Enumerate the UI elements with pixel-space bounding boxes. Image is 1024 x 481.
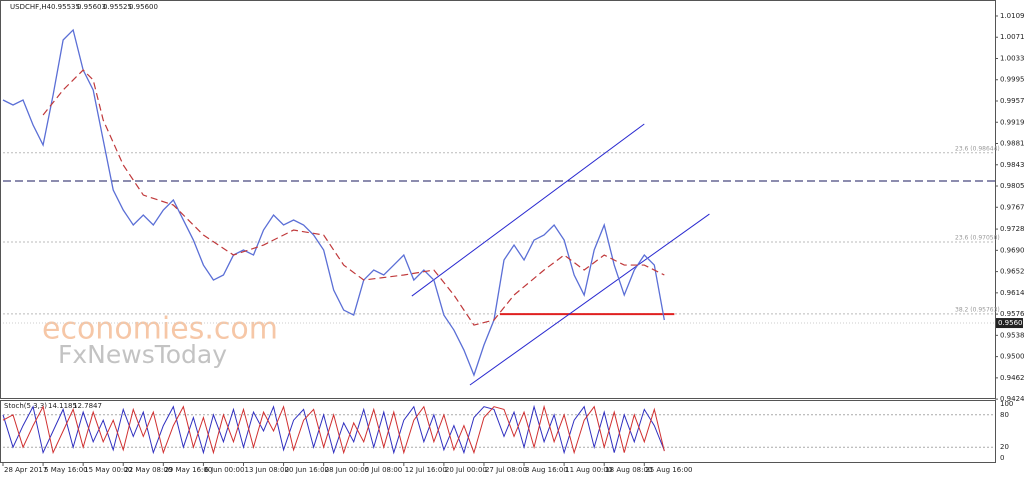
x-tick-label: 25 Aug 16:00 [645,466,692,474]
stoch-line [2,404,665,455]
trendline [411,123,645,297]
x-tick-label: 29 May 16:00 [164,466,212,474]
y-tick-label: 0.94240 [1000,395,1024,403]
x-tick-label: 28 Jun 00:00 [325,466,369,474]
x-tick-label: 18 Aug 08:00 [605,466,652,474]
x-tick-label: 28 Apr 2017 [4,466,47,474]
stoch-tick-label: 0 [1000,454,1004,462]
x-tick-label: 3 Aug 16:00 [525,466,568,474]
watermark: economies.com [42,312,278,347]
open: 0.95535 [51,3,80,11]
x-tick-label: 12 Jul 16:00 [405,466,447,474]
x-tick-label: 5 May 16:00 [44,466,88,474]
main-pane [0,0,996,399]
header: USDCHF,H4 0.95535 0.95603 0.95525 0.9560… [10,3,158,11]
stoch-tick-label: 20 [1000,443,1009,451]
price-label: 0.95600 [998,319,1024,327]
low: 0.95525 [103,3,132,11]
x-tick-label: 20 Jun 16:00 [285,466,329,474]
symbol: USDCHF,H4 [10,3,52,11]
x-tick-label: 13 Jun 08:00 [244,466,288,474]
stoch-name: Stoch(5,3,3) [4,402,47,410]
x-tick-label: 5 Jul 08:00 [365,466,403,474]
fib-label: 23.6 (0.97050) [955,234,1000,241]
stoch-signal: 12.7847 [73,402,102,410]
y-tick-label: 1.00710 [1000,33,1024,41]
stoch-tick-label: 100 [1000,400,1013,408]
stoch-tick-label: 80 [1000,411,1009,419]
fib-label: 38.2 (0.95763) [955,306,1000,313]
stoch-pane [0,400,996,463]
x-tick-label: 22 May 08:00 [124,466,172,474]
stoch-line [2,404,665,455]
watermark: FxNewsToday [58,340,227,369]
x-tick-label: 15 May 00:00 [84,466,132,474]
price-series [2,28,665,377]
x-tick-label: 11 Aug 00:00 [565,466,612,474]
fib-label: 23.6 (0.98644) [955,145,1000,152]
high: 0.95603 [77,3,106,11]
price-box [996,318,1023,329]
x-tick-label: 27 Jul 08:00 [485,466,527,474]
x-tick-label: 20 Jul 00:00 [445,466,487,474]
x-tick-label: 6 Jun 00:00 [204,466,244,474]
stoch-main: 14.1185 [48,402,77,410]
trendline [469,213,710,386]
close: 0.95600 [129,3,158,11]
price-series [42,69,665,326]
y-tick-label: 1.01090 [1000,12,1024,20]
